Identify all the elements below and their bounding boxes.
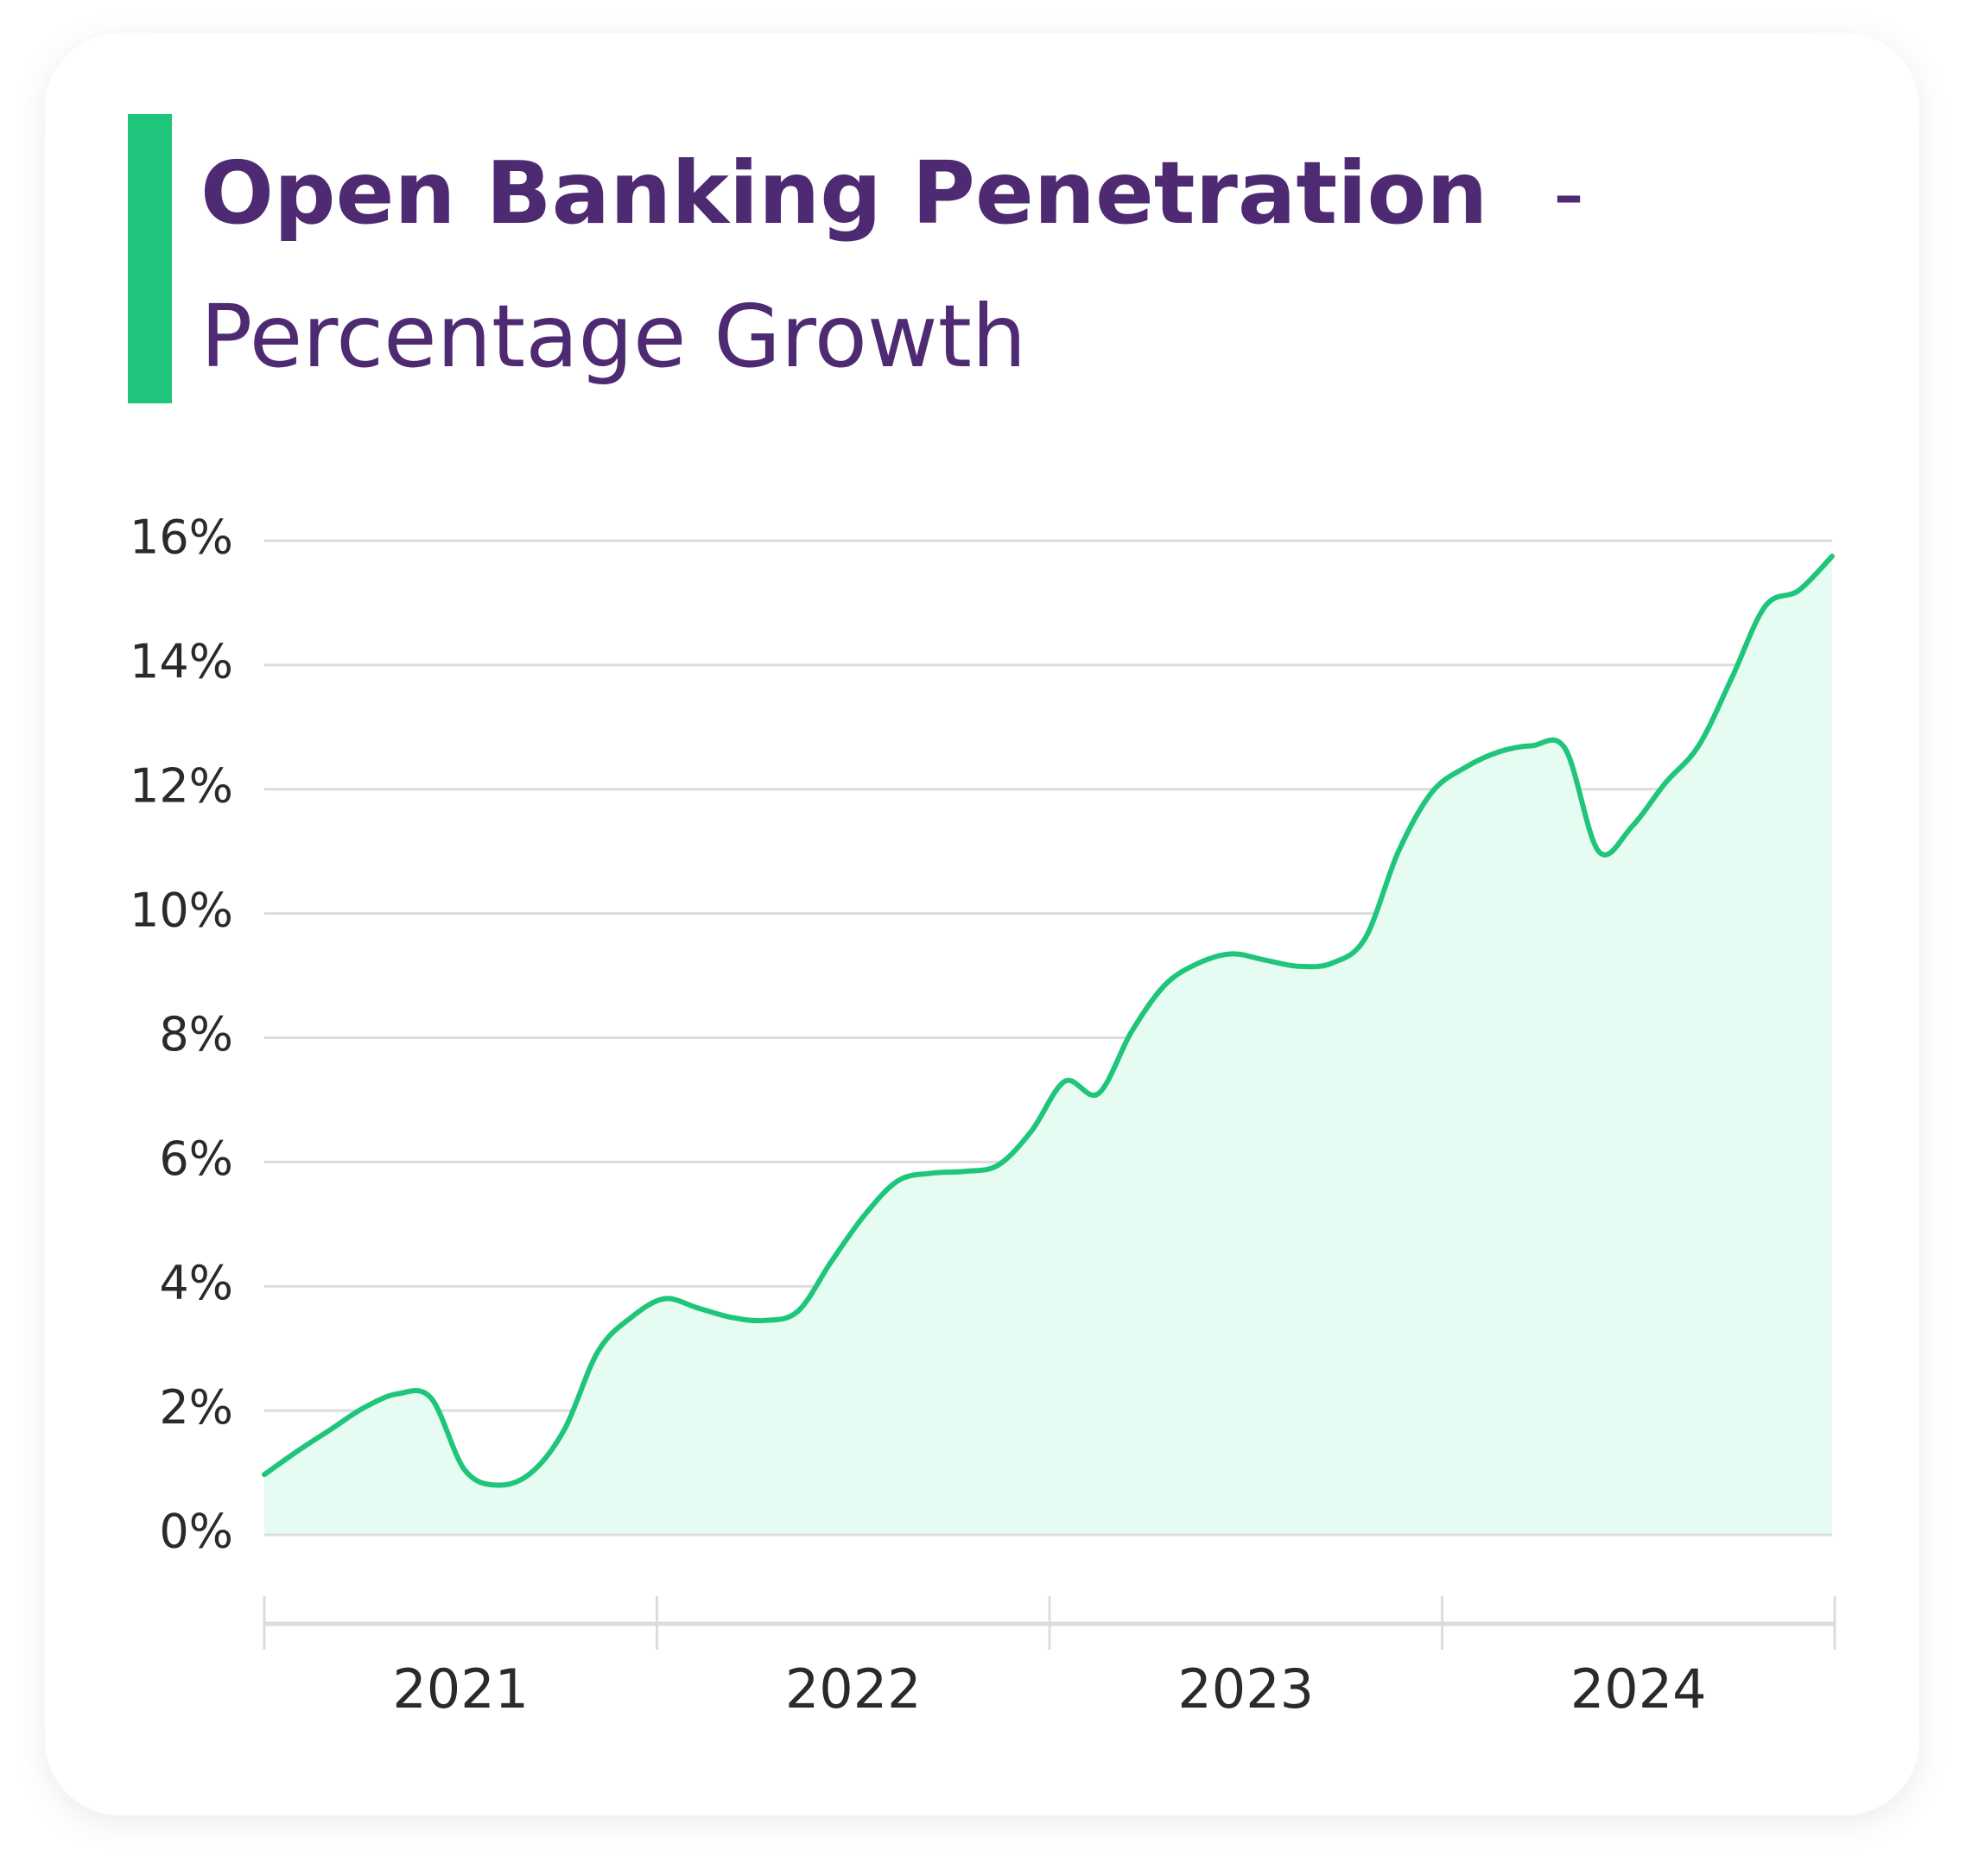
title-separator: - (1553, 143, 1584, 244)
y-tick-label: 12% (130, 758, 233, 813)
accent-bar (128, 114, 172, 403)
y-tick-label: 2% (159, 1380, 233, 1435)
chart-title: Open Banking Penetration (200, 143, 1487, 244)
y-tick-label: 6% (159, 1131, 233, 1186)
y-tick-label: 8% (159, 1007, 233, 1062)
x-tick-label: 2024 (1570, 1657, 1707, 1721)
chart-subtitle: Percentage Growth (200, 286, 1026, 387)
y-tick-label: 4% (159, 1256, 233, 1310)
x-tick-label: 2022 (785, 1657, 922, 1721)
y-tick-label: 16% (130, 510, 233, 565)
y-tick-label: 14% (130, 635, 233, 689)
area-fill (264, 555, 1832, 1535)
x-tick-label: 2021 (392, 1657, 529, 1721)
line (262, 553, 1835, 1488)
x-tick-label: 2023 (1177, 1657, 1314, 1721)
y-tick-label: 10% (130, 883, 233, 937)
y-tick-label: 0% (159, 1505, 233, 1559)
